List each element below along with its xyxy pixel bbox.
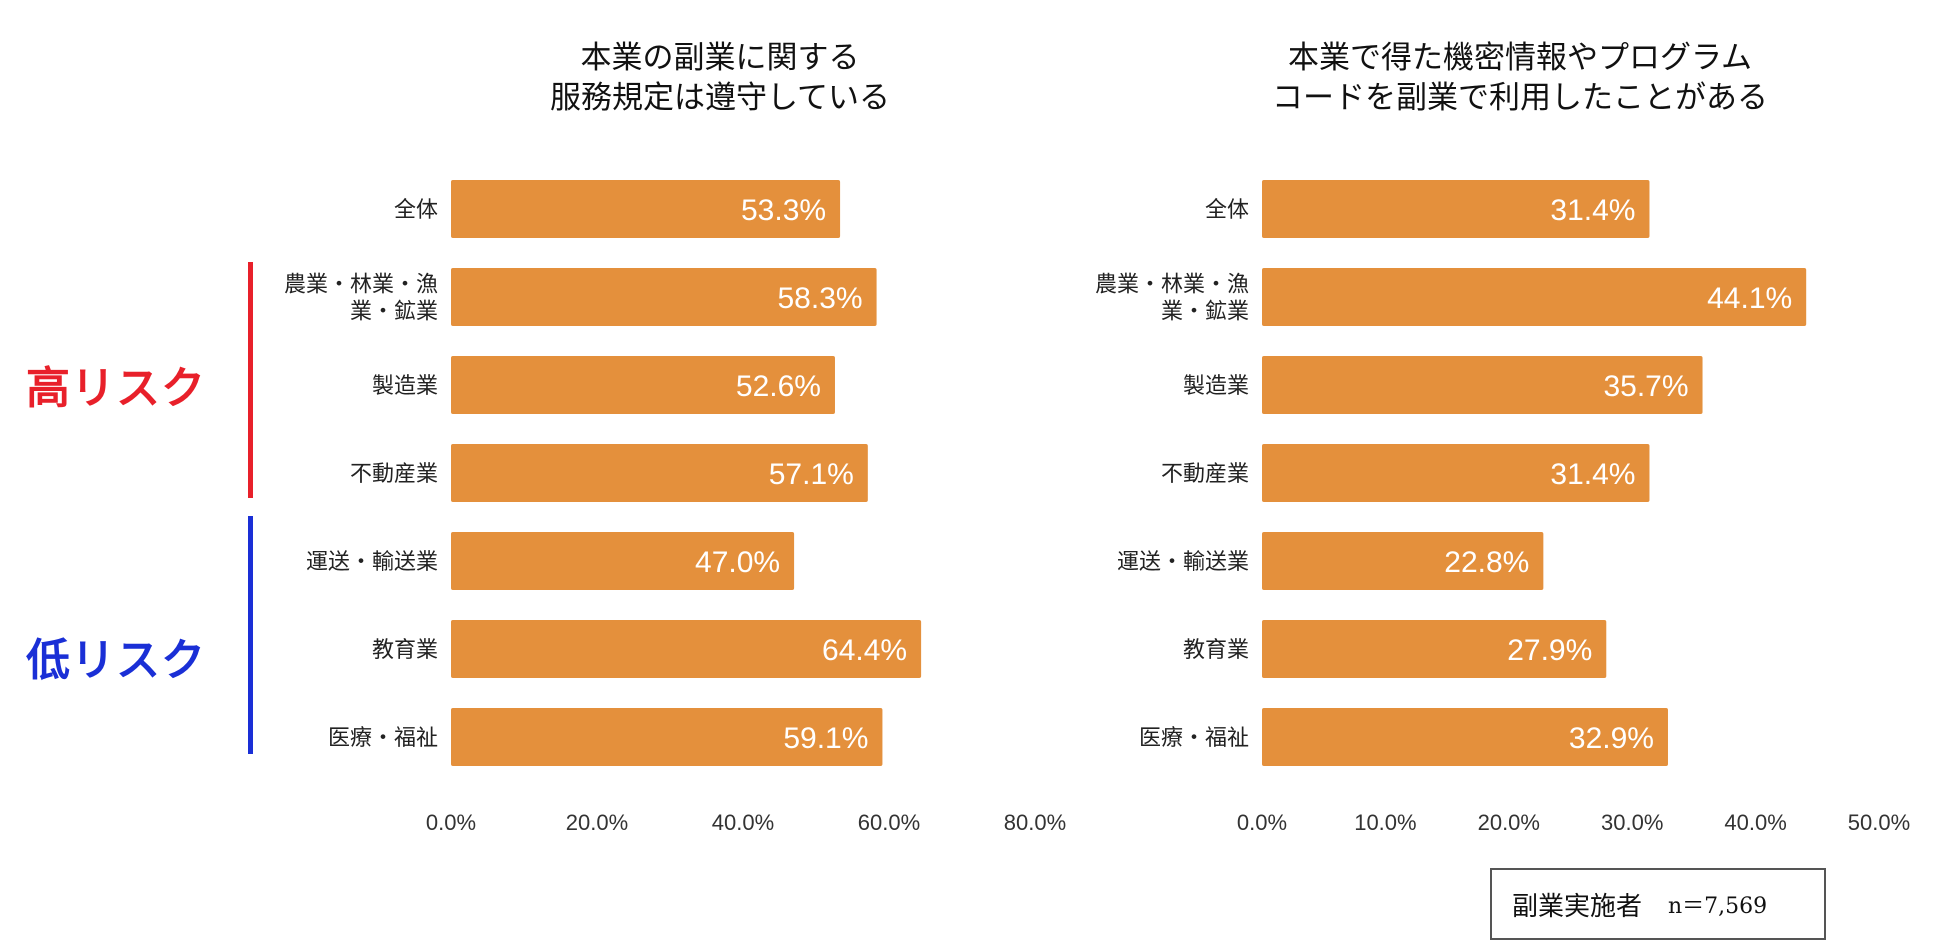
left-category-label-3: 不動産業	[350, 462, 438, 487]
left-category-label-4: 運送・輸送業	[306, 550, 438, 575]
left-x-tick-label-3: 60.0%	[858, 810, 920, 835]
left-value-label-2: 52.6%	[736, 370, 821, 403]
left-value-label-1: 58.3%	[778, 282, 863, 315]
left-bar-5	[451, 620, 922, 678]
right-category-label-0: 全体	[1205, 198, 1249, 223]
right-chart-title: 本業で得た機密情報やプログラム コードを副業で利用したことがある	[1272, 40, 1768, 116]
left-category-label-5: 教育業	[372, 638, 438, 663]
left-bar-4	[451, 532, 795, 590]
left-bar-6	[451, 708, 883, 766]
right-x-tick-label-5: 50.0%	[1848, 810, 1910, 835]
right-bar-6	[1262, 708, 1668, 766]
right-value-label-5: 27.9%	[1507, 634, 1592, 667]
low-risk-bracket	[248, 516, 253, 754]
right-category-label-5: 教育業	[1183, 638, 1249, 663]
high-risk-label: 高リスク	[26, 363, 206, 414]
sample-size: n＝7,569	[1668, 894, 1768, 919]
left-value-label-3: 57.1%	[769, 458, 854, 491]
right-category-label-3: 不動産業	[1161, 462, 1249, 487]
left-value-label-6: 59.1%	[783, 722, 868, 755]
right-x-tick-label-3: 30.0%	[1601, 810, 1663, 835]
right-category-label-6: 医療・福祉	[1139, 726, 1249, 751]
right-value-label-4: 22.8%	[1444, 546, 1529, 579]
right-value-label-2: 35.7%	[1603, 370, 1688, 403]
left-bar-1	[451, 268, 877, 326]
right-bar-0	[1262, 180, 1650, 238]
right-bar-1	[1262, 268, 1807, 326]
right-x-tick-label-0: 0.0%	[1237, 810, 1287, 835]
right-bar-2	[1262, 356, 1703, 414]
right-category-label-1: 農業・林業・漁業・鉱業	[1095, 273, 1249, 325]
left-value-label-0: 53.3%	[741, 194, 826, 227]
left-x-tick-label-0: 0.0%	[426, 810, 476, 835]
low-risk-label: 低リスク	[26, 635, 206, 686]
left-chart-title: 本業の副業に関する 服務規定は遵守している	[549, 40, 891, 116]
right-bar-5	[1262, 620, 1607, 678]
right-bar-4	[1262, 532, 1544, 590]
right-category-label-2: 製造業	[1183, 374, 1249, 399]
left-category-label-1: 農業・林業・漁業・鉱業	[284, 273, 438, 325]
high-risk-bracket	[248, 262, 253, 498]
left-x-tick-label-1: 20.0%	[566, 810, 628, 835]
left-x-tick-label-4: 80.0%	[1004, 810, 1066, 835]
left-category-label-0: 全体	[394, 198, 438, 223]
left-category-label-6: 医療・福祉	[328, 726, 438, 751]
right-category-label-4: 運送・輸送業	[1117, 550, 1249, 575]
left-value-label-5: 64.4%	[822, 634, 907, 667]
left-bar-2	[451, 356, 835, 414]
left-value-label-4: 47.0%	[695, 546, 780, 579]
right-x-tick-label-4: 40.0%	[1724, 810, 1786, 835]
right-value-label-3: 31.4%	[1550, 458, 1635, 491]
note-label: 副業実施者	[1512, 891, 1643, 922]
left-bar-0	[451, 180, 841, 238]
right-value-label-6: 32.9%	[1569, 722, 1654, 755]
right-x-tick-label-1: 10.0%	[1354, 810, 1416, 835]
right-value-label-1: 44.1%	[1707, 282, 1792, 315]
sample-note-box: 副業実施者 n＝7,569	[1490, 868, 1826, 940]
right-bar-3	[1262, 444, 1650, 502]
left-x-tick-label-2: 40.0%	[712, 810, 774, 835]
right-x-tick-label-2: 20.0%	[1478, 810, 1540, 835]
right-value-label-0: 31.4%	[1550, 194, 1635, 227]
left-bar-3	[451, 444, 868, 502]
left-category-label-2: 製造業	[372, 374, 438, 399]
